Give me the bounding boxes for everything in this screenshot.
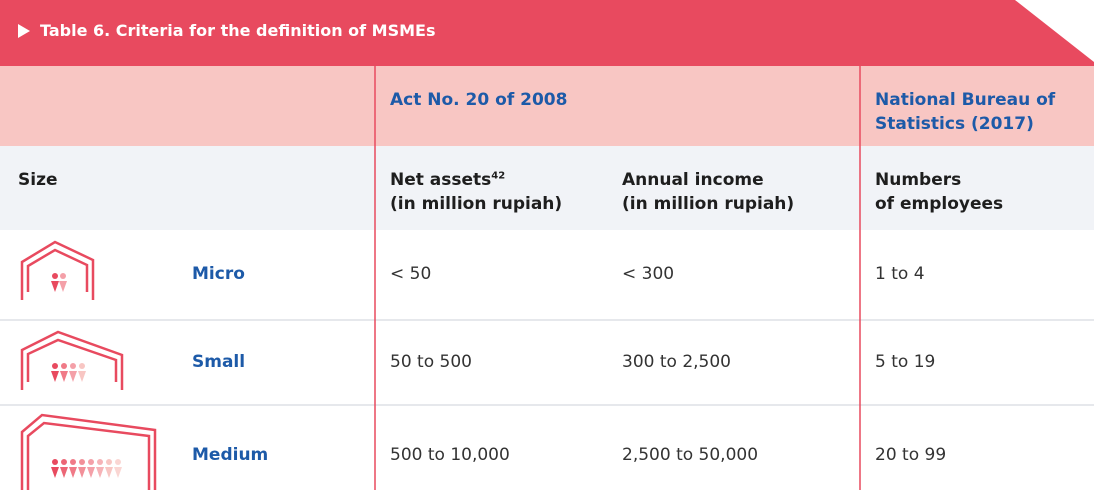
icon-medium-people — [51, 459, 122, 478]
cell: 2,500 to 50,000 — [622, 445, 759, 465]
cell: 20 to 99 — [875, 445, 947, 465]
icon-micro — [20, 240, 95, 300]
cell: < 300 — [622, 264, 675, 284]
column-header-text: Net assets — [390, 170, 492, 190]
cell: 1 to 4 — [875, 264, 925, 284]
icon-micro-people — [51, 273, 67, 292]
icon-small-people — [51, 363, 86, 382]
footnote-ref: 42 — [491, 170, 506, 182]
column-header-bg — [0, 146, 1094, 230]
column-header: Numbers — [875, 170, 962, 190]
title-arrow — [18, 24, 30, 38]
icon-small — [20, 330, 124, 390]
title-bar — [0, 0, 1094, 66]
column-header: Net assets42 — [390, 168, 505, 192]
cell: 300 to 2,500 — [622, 352, 731, 372]
row-label: Medium — [192, 445, 269, 465]
column-header: of employees — [875, 194, 1004, 214]
group-header: Statistics (2017) — [875, 114, 1034, 134]
group-header: Act No. 20 of 2008 — [390, 90, 568, 110]
cell: 500 to 10,000 — [390, 445, 510, 465]
cell: < 50 — [390, 264, 432, 284]
row-label: Small — [192, 352, 246, 372]
column-header: (in million rupiah) — [390, 194, 563, 214]
column-header: Size — [18, 170, 58, 190]
icon-medium — [20, 413, 157, 490]
row-label: Micro — [192, 264, 245, 284]
cell: 50 to 500 — [390, 352, 472, 372]
group-header-bg — [0, 66, 1094, 146]
column-header: (in million rupiah) — [622, 194, 795, 214]
cell: 5 to 19 — [875, 352, 936, 372]
column-header: Annual income — [622, 170, 764, 190]
table-title: Table 6. Criteria for the definition of … — [40, 21, 436, 40]
group-header: National Bureau of — [875, 90, 1056, 110]
